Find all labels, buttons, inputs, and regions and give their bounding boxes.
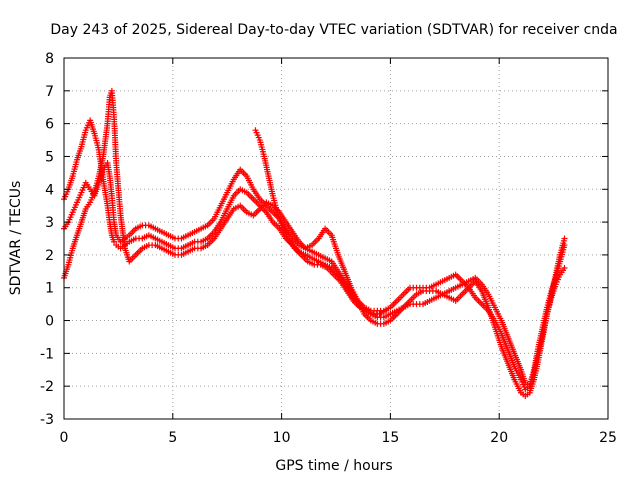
y-tick-label: 2 — [45, 248, 54, 264]
data-point — [111, 238, 118, 245]
y-tick-label: 0 — [45, 314, 54, 330]
x-tick-label: 20 — [490, 430, 508, 446]
x-tick-label: 5 — [168, 430, 177, 446]
series-layer — [61, 87, 568, 400]
data-point — [561, 235, 568, 242]
axes: 0 5 10 15 20 25 -3 -2 -1 0 1 2 3 4 5 6 7 8 — [40, 51, 617, 446]
y-tick-label: 1 — [45, 281, 54, 297]
y-tick-label: -1 — [40, 346, 54, 362]
y-tick-label: -3 — [40, 412, 54, 428]
data-point — [561, 265, 568, 272]
y-tick-label: 7 — [45, 84, 54, 100]
x-axis-label: GPS time / hours — [275, 458, 392, 474]
chart-title: Day 243 of 2025, Sidereal Day-to-day VTE… — [50, 22, 617, 38]
data-series-sat-track-2 — [61, 160, 568, 393]
plot-frame — [63, 57, 609, 420]
x-tick-label: 10 — [273, 430, 291, 446]
grid — [64, 58, 608, 419]
y-tick-label: 5 — [45, 149, 54, 165]
y-axis-label: SDTVAR / TECUs — [8, 181, 24, 296]
x-tick-label: 25 — [599, 430, 617, 446]
data-series-sat-track-3 — [61, 87, 568, 400]
y-tick-label: 8 — [45, 51, 54, 67]
x-tick-label: 0 — [60, 430, 69, 446]
y-tick-label: -2 — [40, 379, 54, 395]
data-point — [383, 307, 390, 314]
y-tick-label: 4 — [45, 182, 54, 198]
data-series-sat-track-4 — [252, 127, 390, 317]
x-tick-label: 15 — [381, 430, 399, 446]
y-tick-label: 3 — [45, 215, 54, 231]
y-tick-label: 6 — [45, 117, 54, 133]
